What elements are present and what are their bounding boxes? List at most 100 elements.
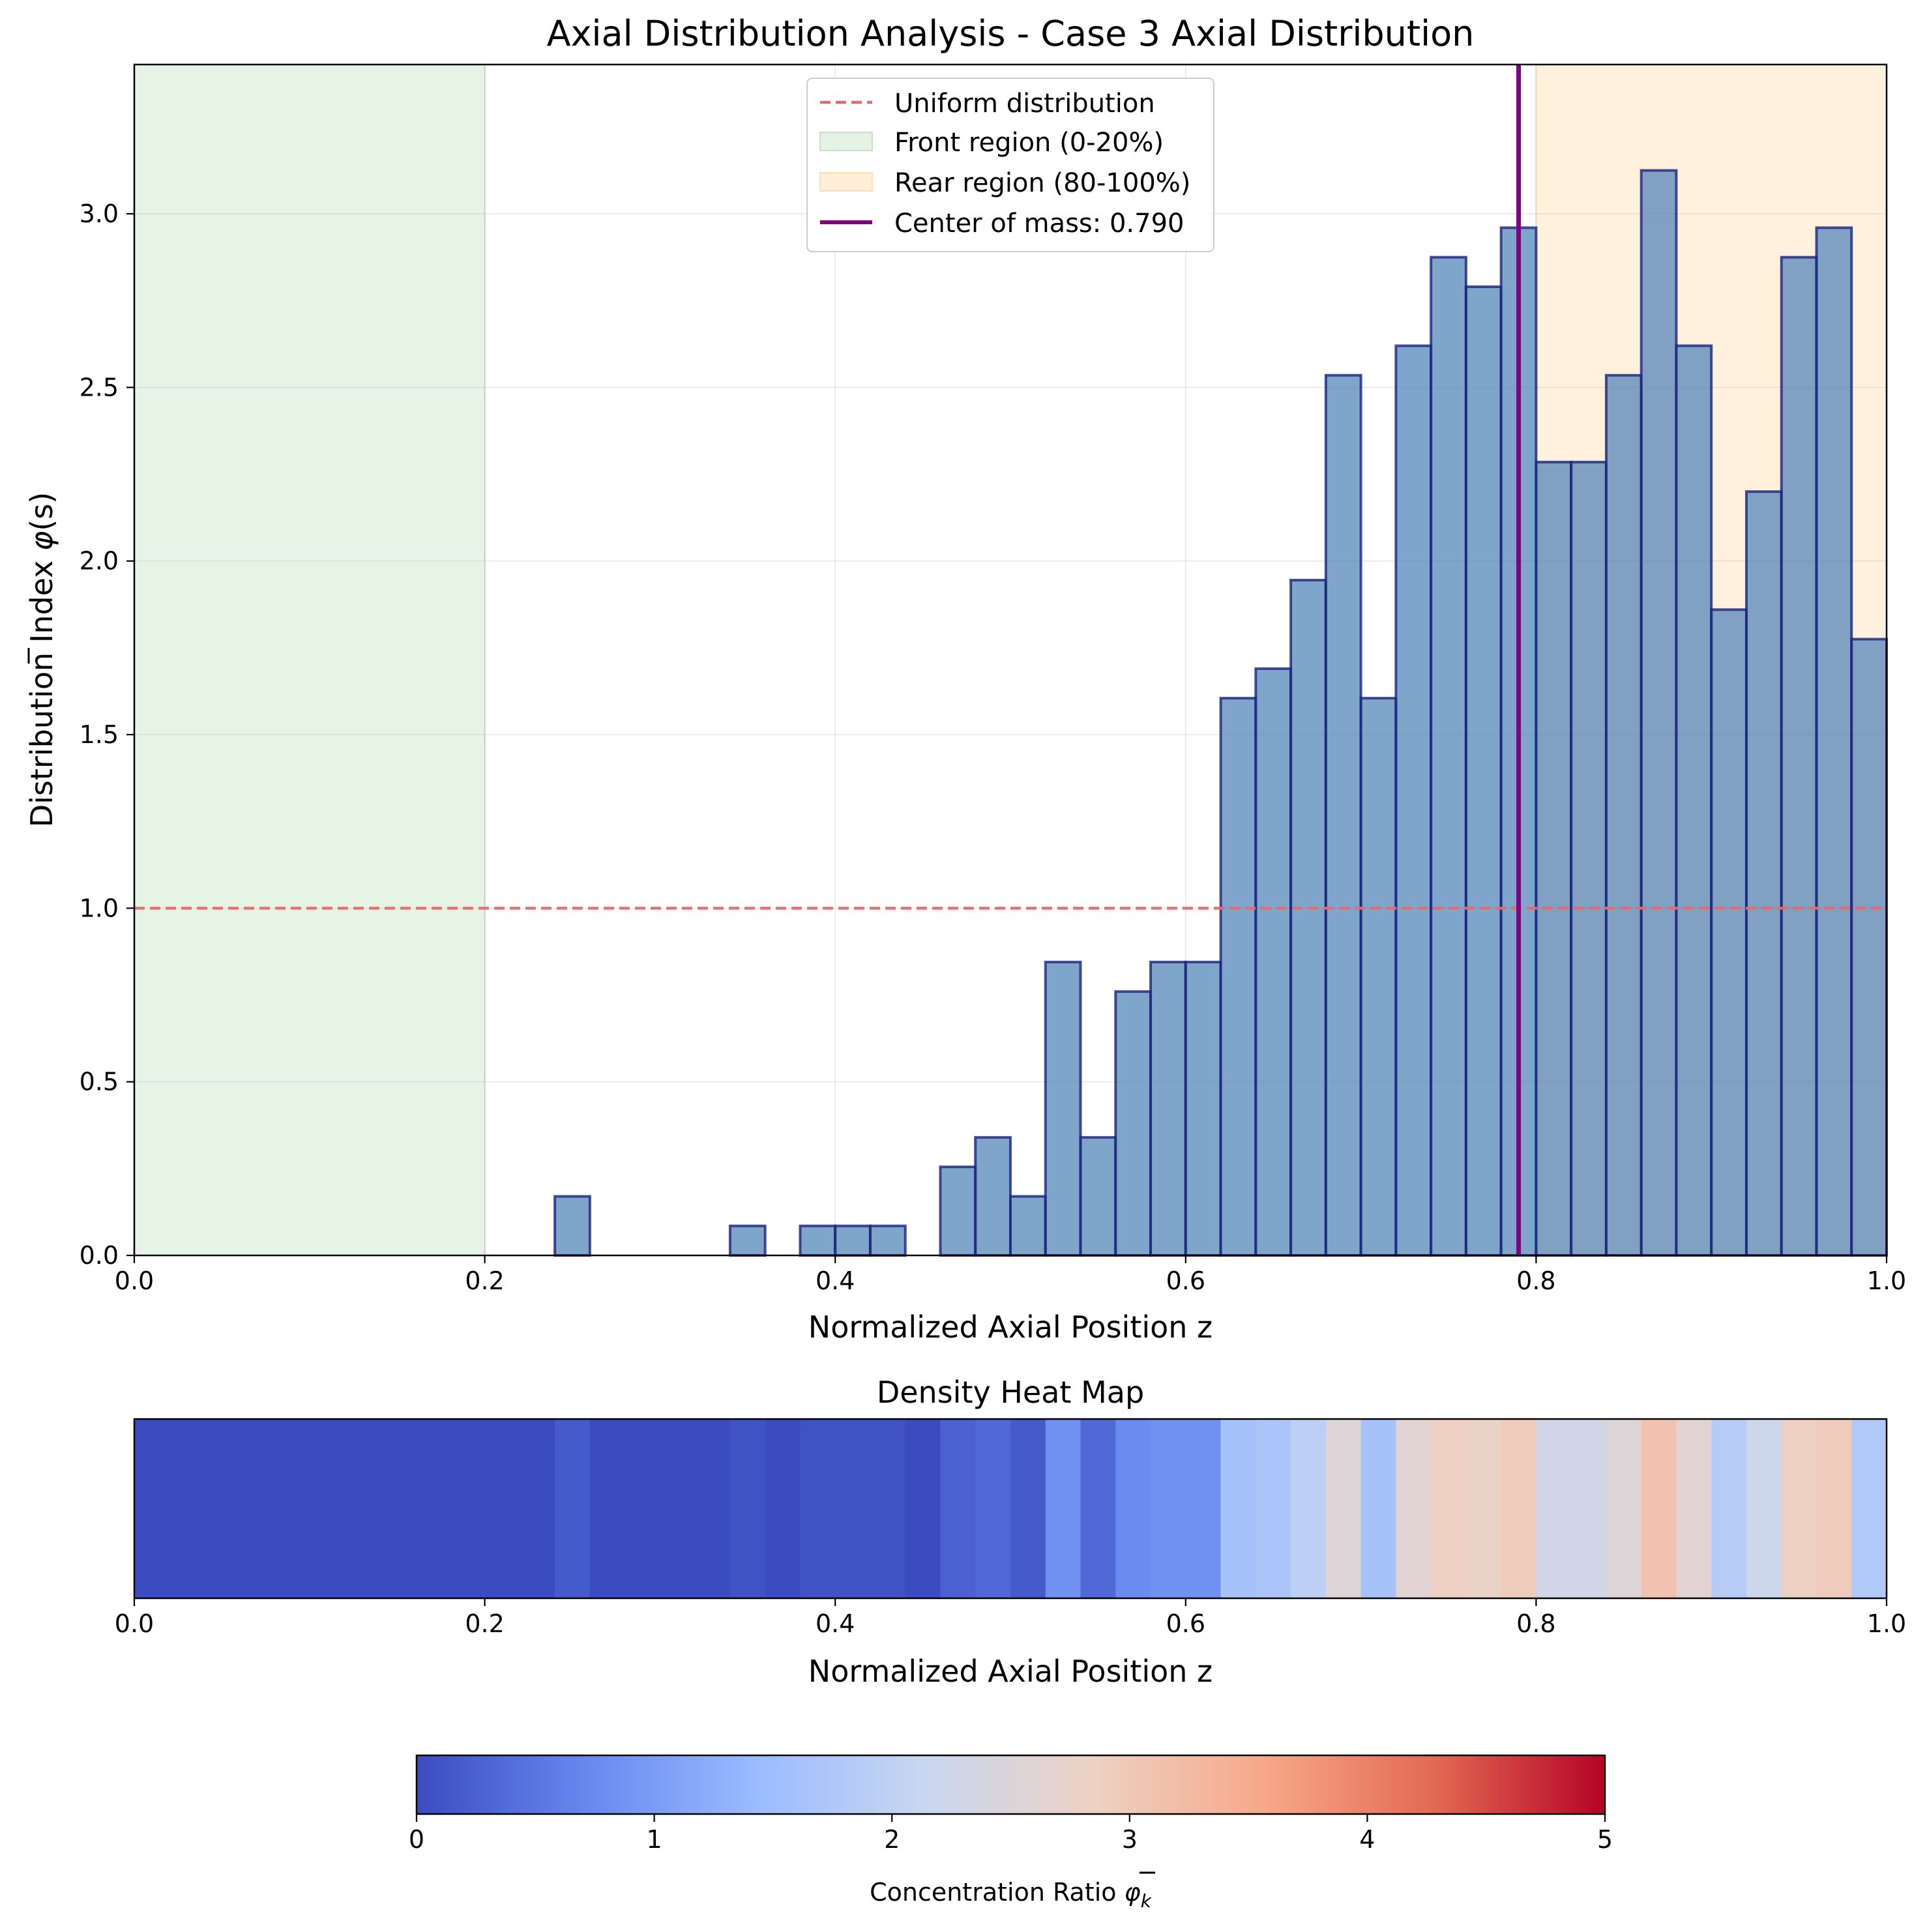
heatmap-cell bbox=[835, 1419, 871, 1598]
histogram-bar bbox=[1604, 373, 1643, 1257]
histogram-bar bbox=[1289, 578, 1327, 1257]
histogram-bar bbox=[1815, 226, 1853, 1257]
heatmap-cell bbox=[1256, 1419, 1291, 1598]
heatmap-cell bbox=[449, 1419, 486, 1598]
histogram-bar bbox=[1780, 256, 1818, 1257]
y-label-suffix: (s) bbox=[24, 492, 59, 531]
heatmap-cell bbox=[1361, 1419, 1396, 1598]
y-tick-label: 3.0 bbox=[80, 199, 119, 228]
histogram-bar bbox=[553, 1195, 591, 1257]
colorbar-label-prefix: Concentration Ratio bbox=[870, 1878, 1125, 1907]
colorbar-tick-label: 2 bbox=[884, 1825, 900, 1854]
heatmap-cell bbox=[1045, 1419, 1081, 1598]
main-y-axis-ticks: 0.0 0.5 1.0 1.5 2.0 2.5 3.0 bbox=[80, 199, 134, 1270]
legend: Uniform distribution Front region (0-20%… bbox=[806, 78, 1214, 252]
histogram-bar bbox=[1044, 960, 1082, 1257]
histogram-bar bbox=[1430, 256, 1467, 1257]
heatmap-cell bbox=[1711, 1419, 1747, 1598]
heatmap-cell bbox=[1816, 1419, 1852, 1598]
legend-front-swatch bbox=[819, 132, 873, 151]
heatmap-cell bbox=[1220, 1419, 1256, 1598]
heatmap-cell bbox=[1746, 1419, 1782, 1598]
histogram-bar bbox=[834, 1224, 872, 1257]
heatmap-cell bbox=[1396, 1419, 1432, 1598]
heatmap-cell bbox=[1151, 1419, 1186, 1598]
heatmap-cell bbox=[1536, 1419, 1572, 1598]
colorbar-label-symbol: φ bbox=[1125, 1878, 1141, 1907]
heatmap-frame bbox=[133, 1418, 1888, 1600]
heatmap-cell bbox=[1606, 1419, 1642, 1598]
main-plot-frame bbox=[133, 63, 1888, 1257]
main-y-axis-label: Distribution Index φ(s) bbox=[24, 492, 59, 827]
heatmap-cell bbox=[484, 1419, 520, 1598]
heatmap-cell bbox=[169, 1419, 205, 1598]
x-tick-label: 0.4 bbox=[816, 1266, 855, 1295]
y-tick-label: 2.0 bbox=[80, 547, 119, 576]
heatmap-cell bbox=[1185, 1419, 1222, 1598]
histogram-bar bbox=[1710, 608, 1748, 1257]
histogram-bar bbox=[1184, 960, 1222, 1257]
heatmap-cell bbox=[800, 1419, 836, 1598]
main-x-axis-ticks: 0.0 0.2 0.4 0.6 0.8 1.0 bbox=[115, 1255, 1906, 1295]
heatmap-cell bbox=[1115, 1419, 1151, 1598]
heatmap-cell bbox=[1325, 1419, 1362, 1598]
main-x-axis-label: Normalized Axial Position z bbox=[808, 1310, 1213, 1345]
heatmap-cell bbox=[1080, 1419, 1116, 1598]
heatmap-x-tick-label: 0.4 bbox=[816, 1609, 855, 1638]
heatmap-cell bbox=[344, 1419, 380, 1598]
legend-front-label: Front region (0-20%) bbox=[894, 128, 1164, 158]
reference-lines bbox=[134, 65, 1887, 1255]
heatmap-cell bbox=[1641, 1419, 1677, 1598]
x-tick-label: 0.8 bbox=[1516, 1266, 1555, 1295]
histogram-bar bbox=[1219, 697, 1258, 1257]
heatmap-cell bbox=[1676, 1419, 1712, 1598]
heatmap-cell bbox=[204, 1419, 240, 1598]
histogram-bar bbox=[1464, 285, 1503, 1257]
colorbar-tick-label: 3 bbox=[1122, 1825, 1138, 1854]
heatmap-x-tick-label: 1.0 bbox=[1867, 1609, 1906, 1638]
heatmap-cell bbox=[589, 1419, 626, 1598]
histogram-bar bbox=[1359, 697, 1398, 1257]
heatmap-x-tick-label: 0.2 bbox=[465, 1609, 504, 1638]
y-tick-label: 2.5 bbox=[80, 373, 119, 402]
heatmap-title: Density Heat Map bbox=[877, 1375, 1144, 1410]
histogram-bar bbox=[1570, 460, 1608, 1257]
colorbar bbox=[415, 1754, 1606, 1815]
front-region bbox=[134, 65, 485, 1255]
histogram-bar bbox=[1324, 373, 1362, 1257]
heatmap-cell bbox=[1501, 1419, 1537, 1598]
heatmap-cell bbox=[415, 1419, 450, 1598]
heatmap-cell bbox=[1851, 1419, 1887, 1598]
histogram-bar bbox=[728, 1224, 767, 1257]
heatmap-cell bbox=[274, 1419, 310, 1598]
heatmap-cell bbox=[660, 1419, 696, 1598]
heatmap-cell bbox=[1571, 1419, 1607, 1598]
heatmap-cell bbox=[134, 1419, 170, 1598]
heatmap-x-axis-ticks: 0.0 0.2 0.4 0.6 0.8 1.0 bbox=[115, 1598, 1906, 1638]
colorbar-label-sub: k bbox=[1141, 1890, 1153, 1912]
y-tick-label: 1.5 bbox=[80, 720, 119, 749]
heatmap-cell bbox=[905, 1419, 941, 1598]
y-tick-label: 1.0 bbox=[80, 894, 119, 922]
heatmap-x-axis-label: Normalized Axial Position z bbox=[808, 1654, 1213, 1689]
legend-uniform-label: Uniform distribution bbox=[894, 89, 1155, 119]
histogram-bar bbox=[1535, 460, 1573, 1257]
heatmap-cells bbox=[134, 1419, 1887, 1598]
colorbar-tick-label: 5 bbox=[1597, 1825, 1613, 1854]
heatmap-cell bbox=[1431, 1419, 1467, 1598]
y-label-prefix: Distribution Index bbox=[24, 551, 59, 827]
heatmap-cell bbox=[309, 1419, 346, 1598]
heatmap-cell bbox=[1291, 1419, 1327, 1598]
colorbar-label: Concentration Ratio φk bbox=[870, 1878, 1153, 1912]
heatmap-cell bbox=[765, 1419, 801, 1598]
histogram-bar bbox=[1009, 1195, 1047, 1257]
legend-rear-swatch bbox=[819, 172, 873, 192]
y-tick-label: 0.5 bbox=[80, 1068, 119, 1096]
colorbar-ticks: 0 1 2 3 4 5 bbox=[409, 1814, 1613, 1854]
heatmap-cell bbox=[555, 1419, 591, 1598]
heatmap-cell bbox=[1465, 1419, 1502, 1598]
heatmap-cell bbox=[1781, 1419, 1817, 1598]
heatmap-cell bbox=[1010, 1419, 1046, 1598]
histogram-bar bbox=[1640, 169, 1678, 1257]
